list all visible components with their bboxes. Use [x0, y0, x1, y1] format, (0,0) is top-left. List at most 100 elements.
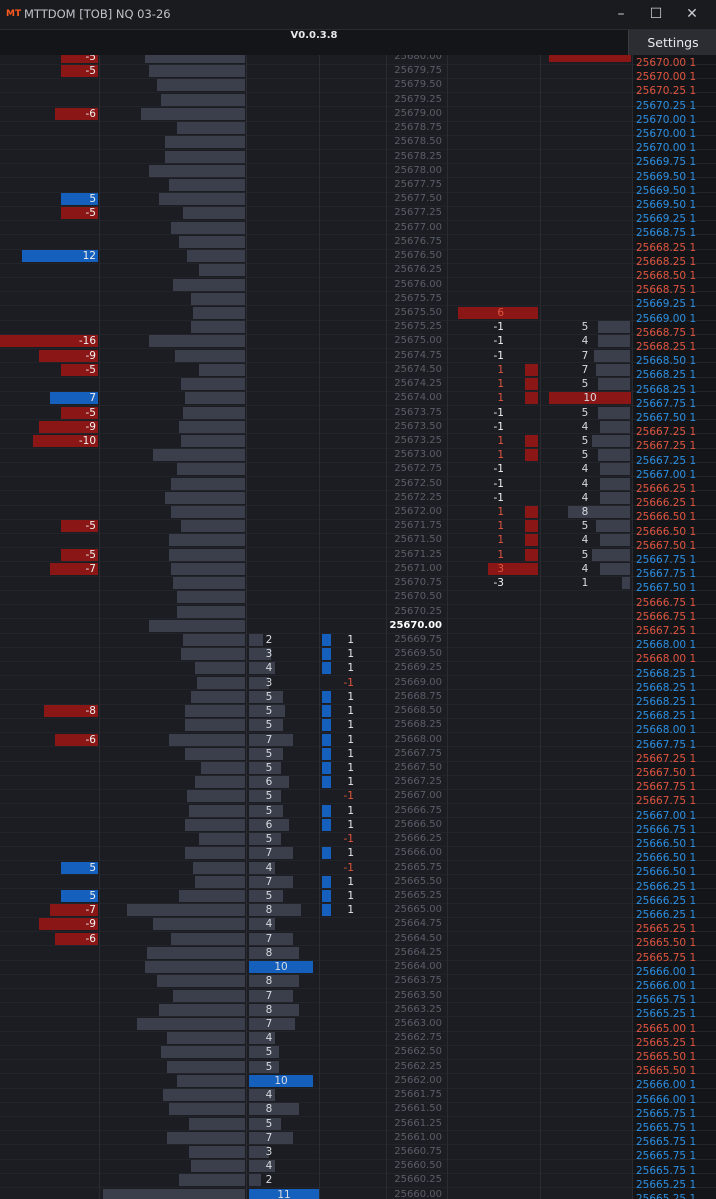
price-level[interactable]: 25667.50 [394, 762, 442, 773]
price-level[interactable]: 25678.75 [394, 122, 442, 134]
price-level[interactable]: 25671.25 [394, 548, 442, 560]
bid-size-value[interactable]: 2 [265, 1174, 273, 1187]
bid-size-value[interactable]: 5 [265, 833, 273, 846]
bid-size-value[interactable]: 7 [265, 733, 273, 746]
bid-size-value[interactable]: 7 [265, 989, 273, 1002]
price-level[interactable]: 25669.00 [394, 676, 442, 688]
bid-size-value[interactable]: 4 [265, 1089, 273, 1102]
bid-size-value[interactable]: 4 [265, 662, 273, 675]
price-level[interactable]: 25663.00 [394, 1017, 442, 1029]
bid-size-value[interactable]: 5 [265, 889, 273, 902]
price-level[interactable]: 25676.25 [394, 264, 442, 276]
price-level[interactable]: 25672.75 [394, 463, 442, 475]
price-level[interactable]: 25669.25 [394, 662, 442, 674]
bid-size-value[interactable]: 3 [265, 676, 273, 689]
price-level[interactable]: 25679.00 [394, 107, 442, 119]
price-level[interactable]: 25663.75 [394, 975, 442, 987]
ask-size-value[interactable]: 5 [581, 449, 589, 462]
bid-size-value[interactable]: 7 [265, 875, 273, 888]
bid-size-value[interactable]: 5 [265, 690, 273, 703]
price-ladder[interactable]: -5 25680.00 -5 25679.75 25679.50 25679.25 -6 25… [0, 55, 716, 1199]
bid-size-value[interactable]: 7 [265, 847, 273, 860]
price-level[interactable]: 25665.75 [394, 861, 442, 873]
bid-size-value[interactable]: 11 [277, 1188, 291, 1199]
ask-size-value[interactable]: 5 [581, 321, 589, 334]
price-level[interactable]: 25667.00 [394, 790, 442, 802]
ask-size-value[interactable]: 5 [581, 520, 589, 533]
price-level[interactable]: 25678.00 [394, 164, 442, 176]
close-icon[interactable]: ✕ [686, 6, 698, 22]
price-level[interactable]: 25664.25 [394, 946, 442, 958]
bid-size-value[interactable]: 8 [265, 946, 273, 959]
bid-size-value[interactable]: 7 [265, 1017, 273, 1030]
bid-size-value[interactable]: 6 [265, 776, 273, 789]
price-level[interactable]: 25661.75 [394, 1089, 442, 1101]
price-level[interactable]: 25671.00 [394, 562, 442, 574]
price-level[interactable]: 25671.50 [394, 534, 442, 546]
ask-size-value[interactable]: 4 [581, 463, 589, 476]
price-level[interactable]: 25676.75 [394, 235, 442, 247]
price-level[interactable]: 25662.00 [394, 1074, 442, 1086]
price-level[interactable]: 25670.50 [394, 591, 442, 603]
price-level[interactable]: 25663.50 [394, 989, 442, 1001]
price-level[interactable]: 25668.25 [394, 719, 442, 731]
price-level[interactable]: 25668.75 [394, 690, 442, 702]
price-level[interactable]: 25672.50 [394, 477, 442, 489]
price-level[interactable]: 25669.75 [394, 634, 442, 646]
price-level[interactable]: 25660.50 [394, 1160, 442, 1172]
price-level[interactable]: 25674.00 [394, 392, 442, 404]
ask-size-value[interactable]: 5 [581, 406, 589, 419]
time-and-sales-column[interactable] [633, 55, 716, 1199]
ask-size-value[interactable]: 4 [581, 562, 589, 575]
price-level[interactable]: 25667.75 [394, 747, 442, 759]
price-level[interactable]: 25666.75 [394, 804, 442, 816]
bid-size-value[interactable]: 8 [265, 904, 273, 917]
ask-size-value[interactable]: 10 [583, 392, 597, 405]
bid-size-value[interactable]: 4 [265, 1160, 273, 1173]
price-level[interactable]: 25667.25 [394, 776, 442, 788]
bid-size-value[interactable]: 6 [265, 818, 273, 831]
price-level[interactable]: 25665.00 [394, 904, 442, 916]
price-level[interactable]: 25665.25 [394, 889, 442, 901]
bid-size-value[interactable]: 5 [265, 1117, 273, 1130]
price-level[interactable]: 25676.50 [394, 250, 442, 262]
price-level[interactable]: 25674.50 [394, 363, 442, 375]
bid-size-value[interactable]: 4 [265, 861, 273, 874]
price-level[interactable]: 25660.75 [394, 1145, 442, 1157]
ask-size-value[interactable]: 5 [581, 434, 589, 447]
price-level[interactable]: 25675.75 [394, 292, 442, 304]
settings-button[interactable]: Settings [628, 30, 716, 55]
price-level[interactable]: 25661.50 [394, 1103, 442, 1115]
price-level[interactable]: 25664.00 [394, 961, 442, 973]
ask-size-value[interactable]: 7 [581, 349, 589, 362]
bid-size-value[interactable]: 5 [265, 1060, 273, 1073]
price-level[interactable]: 25671.75 [394, 520, 442, 532]
price-level[interactable]: 25666.50 [394, 818, 442, 830]
ask-size-value[interactable]: 5 [581, 378, 589, 391]
bid-size-value[interactable]: 8 [265, 1003, 273, 1016]
price-level[interactable]: 25679.75 [394, 65, 442, 77]
price-level[interactable]: 25670.75 [394, 577, 442, 589]
price-level[interactable]: 25663.25 [394, 1003, 442, 1015]
price-level[interactable]: 25662.25 [394, 1060, 442, 1072]
price-level[interactable]: 25680.00 [394, 55, 442, 62]
bid-size-value[interactable]: 2 [265, 634, 273, 647]
price-level[interactable]: 25677.50 [394, 193, 442, 205]
price-level[interactable]: 25677.25 [394, 207, 442, 219]
price-level[interactable]: 25674.25 [394, 378, 442, 390]
price-level[interactable]: 25673.50 [394, 420, 442, 432]
price-level[interactable]: 25661.00 [394, 1131, 442, 1143]
ask-size-value[interactable]: 1 [581, 577, 589, 590]
bid-size-value[interactable]: 5 [265, 719, 273, 732]
ask-size-value[interactable]: 4 [581, 477, 589, 490]
price-level[interactable]: 25678.50 [394, 136, 442, 148]
ask-size-value[interactable]: 4 [581, 534, 589, 547]
ask-size-value[interactable]: 8 [581, 506, 589, 519]
price-level[interactable]: 25674.75 [394, 349, 442, 361]
ask-size-value[interactable]: 7 [581, 363, 589, 376]
price-level[interactable]: 25669.50 [394, 648, 442, 660]
price-level[interactable]: 25664.50 [394, 932, 442, 944]
price-level[interactable]: 25675.25 [394, 321, 442, 333]
price-level[interactable]: 25673.00 [394, 449, 442, 461]
ask-size-value[interactable]: 5 [581, 548, 589, 561]
